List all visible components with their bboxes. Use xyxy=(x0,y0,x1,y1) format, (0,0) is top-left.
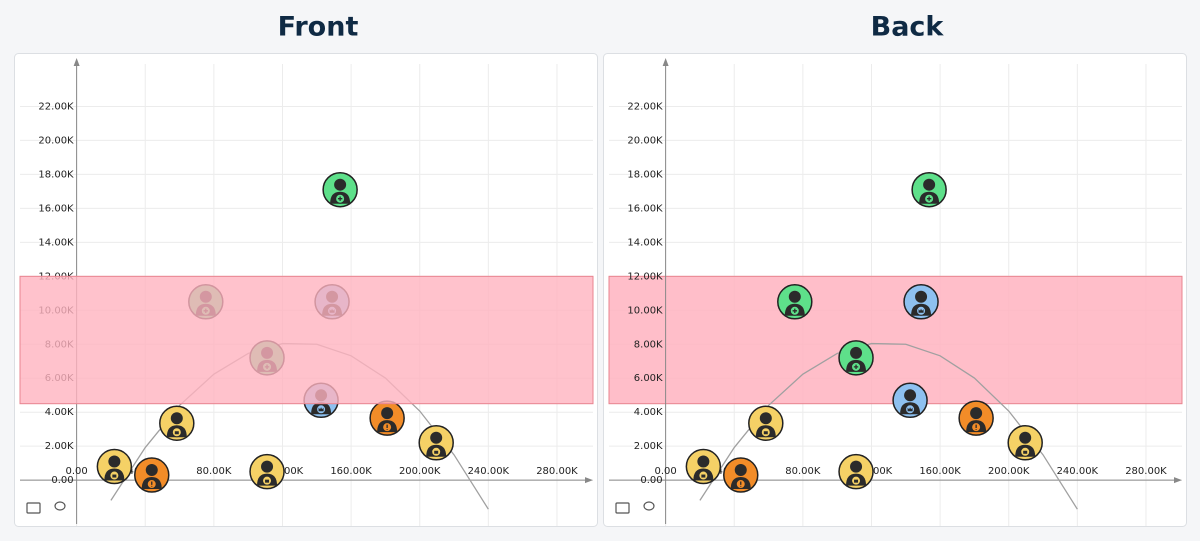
y-tick-label: 2.00K xyxy=(45,441,74,452)
person-head xyxy=(170,412,183,425)
badge-icon xyxy=(265,479,270,483)
person-head xyxy=(788,290,801,303)
person-head xyxy=(915,290,928,303)
plot: 0.002.00K4.00K6.00K8.00K10.00K12.00K14.0… xyxy=(19,58,594,526)
person-head xyxy=(734,464,747,477)
y-tick-label: 8.00K xyxy=(634,339,663,350)
y-tick-label: 20.00K xyxy=(38,135,74,146)
x-tick-label: 240.00K xyxy=(1057,466,1099,477)
badge-icon xyxy=(763,431,768,435)
toolbar[interactable] xyxy=(26,501,655,514)
person-head xyxy=(108,455,121,468)
x-tick-label: 240.00K xyxy=(468,466,510,477)
x-tick-label: 200.00K xyxy=(988,466,1030,477)
point xyxy=(322,171,358,208)
y-tick-label: 10.00K xyxy=(627,305,663,316)
person-head xyxy=(923,178,936,191)
point xyxy=(418,425,454,461)
badge-icon xyxy=(907,407,913,412)
badge-icon xyxy=(792,308,797,313)
y-axis-arrow xyxy=(73,58,80,66)
point xyxy=(777,284,813,320)
y-axis-arrow xyxy=(662,58,669,66)
y-tick-label: 2.00K xyxy=(634,441,663,452)
badge-icon xyxy=(337,196,343,201)
y-tick-label: 18.00K xyxy=(627,169,663,180)
point xyxy=(1007,425,1043,461)
point xyxy=(685,448,722,485)
plot: 0.00 2.00K 4.00K 6.00K 8.00K 10.00K 12.00K 14.0… xyxy=(608,58,1183,526)
y-tick-label: 16.00K xyxy=(627,203,663,214)
band xyxy=(19,275,594,405)
y-tick-label: 16.00K xyxy=(38,203,74,214)
y-tick-label: 14.00K xyxy=(38,237,74,248)
band xyxy=(608,275,1183,405)
badge-icon xyxy=(918,308,924,313)
person-head xyxy=(904,389,917,402)
x-tick-label: 0.00 xyxy=(65,466,87,477)
x-tick-label: 280.00K xyxy=(536,466,578,477)
x-axis-arrow xyxy=(1174,477,1182,484)
point xyxy=(249,453,285,490)
point xyxy=(96,448,133,485)
y-tick-label: 4.00K xyxy=(634,407,663,418)
x-tick-label: 80.00K xyxy=(196,466,232,477)
point xyxy=(958,400,994,436)
person-head xyxy=(334,178,347,191)
x-tick-label: 80.00K xyxy=(785,466,821,477)
person-head xyxy=(759,412,772,425)
chart-title: Back xyxy=(871,12,945,43)
y-tick-label: 0.00 xyxy=(640,475,662,486)
x-tick-label: 160.00K xyxy=(919,466,961,477)
y-tick-label: 14.00K xyxy=(627,237,663,248)
point xyxy=(838,453,874,490)
badge-icon xyxy=(318,407,324,412)
y-tick-label: 20.00K xyxy=(627,135,663,146)
person-head xyxy=(381,407,394,420)
badge-icon xyxy=(926,196,932,201)
x-tick-label: 0.00 xyxy=(654,466,676,477)
y-tick-label: 22.00K xyxy=(627,101,663,112)
point xyxy=(748,405,784,441)
y-tick-label: 18.00K xyxy=(38,169,74,180)
person-head xyxy=(970,407,983,420)
x-axis-arrow xyxy=(585,477,593,484)
point xyxy=(134,457,170,493)
y-tick-label: 6.00K xyxy=(634,373,663,384)
y-tick-label: 22.00K xyxy=(38,101,74,112)
select-tool[interactable] xyxy=(615,502,630,514)
person-head xyxy=(430,431,443,444)
badge-icon xyxy=(174,431,179,435)
point xyxy=(723,457,759,493)
badge-icon xyxy=(1023,450,1028,454)
x-tick-label: 200.00K xyxy=(399,466,441,477)
point xyxy=(903,284,939,320)
badge-icon xyxy=(112,474,117,478)
select-tool[interactable] xyxy=(26,502,41,514)
person-head xyxy=(1019,431,1032,444)
y-tick-label: 12.00K xyxy=(627,271,663,282)
lasso-tool[interactable] xyxy=(643,501,655,511)
point xyxy=(892,382,928,419)
badge-icon xyxy=(853,364,859,370)
x-tick-label: 160.00K xyxy=(330,466,372,477)
point xyxy=(838,340,874,376)
point xyxy=(369,400,405,436)
y-tick-label: 4.00K xyxy=(45,407,74,418)
person-head xyxy=(697,455,710,468)
person-head xyxy=(261,460,274,473)
badge-icon xyxy=(434,450,439,454)
person-head xyxy=(145,464,158,477)
point xyxy=(159,405,195,441)
badge-icon xyxy=(854,479,859,483)
y-tick-label: 0.00 xyxy=(51,475,73,486)
badge-icon xyxy=(701,474,706,478)
x-tick-label: 280.00K xyxy=(1125,466,1167,477)
chart-title: Front xyxy=(278,12,359,43)
person-head xyxy=(850,346,863,359)
point xyxy=(911,171,947,208)
person-head xyxy=(850,460,863,473)
lasso-tool[interactable] xyxy=(54,501,66,511)
